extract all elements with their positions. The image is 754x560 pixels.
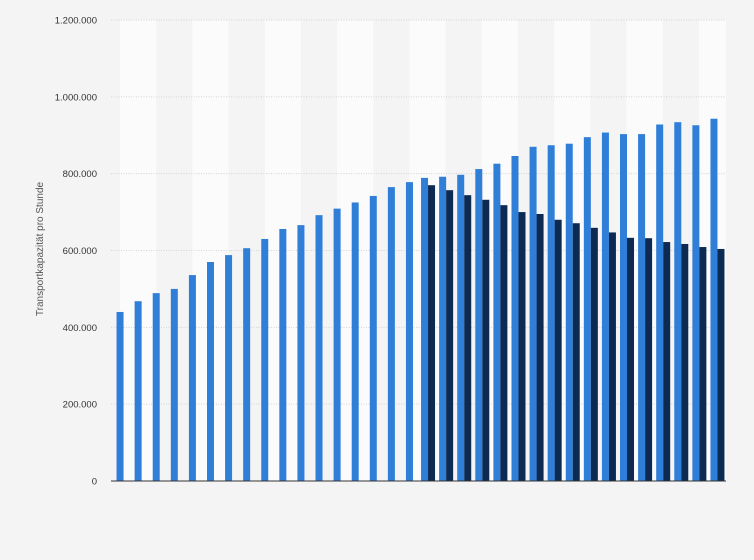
bar-series-1: [529, 146, 537, 481]
bar-series-2: [428, 185, 436, 481]
y-tick-label: 400.000: [63, 323, 97, 334]
bar-series-1: [620, 134, 628, 481]
bar-series-1: [225, 255, 233, 481]
y-axis-title: Transportkapazität pro Stunde: [35, 181, 46, 316]
bar-series-1: [134, 301, 142, 481]
y-tick-label: 1.200.000: [55, 16, 97, 27]
bar-series-1: [206, 262, 214, 481]
bar-series-2: [518, 212, 526, 481]
bar-series-1: [152, 293, 160, 481]
bar-series-1: [188, 275, 196, 481]
bar-series-1: [511, 156, 519, 481]
bar-series-1: [692, 125, 700, 481]
y-tick-label: 800.000: [63, 169, 97, 180]
bar-series-2: [645, 238, 653, 481]
bar-series-2: [699, 247, 707, 481]
y-tick-label: 200.000: [63, 400, 97, 411]
bar-series-2: [572, 223, 580, 481]
bar-series-2: [482, 199, 490, 482]
bar-series-1: [351, 202, 359, 482]
bar-series-1: [170, 288, 178, 481]
bar-series-1: [457, 174, 465, 481]
bar-series-1: [565, 143, 573, 481]
bar-series-1: [710, 118, 718, 481]
bar-series-1: [333, 208, 341, 481]
bar-series-1: [583, 137, 591, 482]
bar-series-2: [608, 232, 616, 481]
bar-series-1: [297, 225, 305, 481]
y-tick-label: 0: [92, 477, 97, 488]
bar-series-1: [369, 195, 377, 481]
bar-series-2: [446, 190, 454, 481]
bar-series-1: [243, 248, 251, 481]
bar-series-1: [261, 238, 269, 481]
bar-series-1: [674, 122, 682, 481]
bar-series-1: [638, 134, 646, 481]
y-tick-label: 600.000: [63, 246, 97, 257]
bar-series-1: [439, 176, 447, 482]
y-axis-ticks: 0 200.000 400.000 600.000 800.000 1.000.000 1.…: [55, 16, 97, 488]
bar-series-1: [387, 187, 395, 482]
bar-series-1: [601, 132, 609, 481]
bar-series-2: [464, 195, 472, 481]
bar-series-1: [475, 169, 483, 481]
bar-series-2: [536, 214, 544, 481]
y-tick-label: 1.000.000: [55, 92, 97, 103]
bar-series-1: [421, 177, 429, 481]
bar-series-1: [405, 182, 413, 481]
bar-series-2: [681, 243, 689, 481]
bar-series-2: [627, 237, 635, 481]
bar-series-1: [493, 163, 501, 481]
bar-series-1: [656, 124, 664, 482]
bar-series-1: [116, 311, 124, 481]
bar-series-1: [315, 215, 323, 481]
bars: [116, 118, 725, 482]
bar-series-2: [663, 242, 671, 481]
bar-series-2: [590, 227, 598, 481]
bar-series-2: [554, 219, 562, 481]
bar-series-2: [717, 248, 725, 481]
bar-series-1: [547, 145, 555, 482]
bar-series-1: [279, 228, 287, 481]
bar-series-2: [500, 205, 508, 482]
